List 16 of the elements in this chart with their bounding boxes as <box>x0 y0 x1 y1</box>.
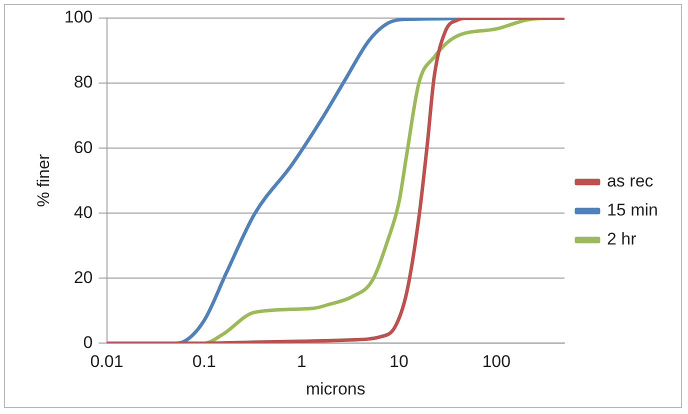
legend-label: 2 hr <box>606 230 637 249</box>
x-tick-label: 0.1 <box>192 352 216 372</box>
y-tick-label: 60 <box>74 138 93 157</box>
legend-label: as rec <box>606 172 654 191</box>
y-tick-label: 80 <box>74 72 93 92</box>
y-tick-label: 20 <box>74 268 93 287</box>
y-axis-title: % finer <box>34 154 53 208</box>
legend-label: 15 min <box>606 200 658 220</box>
x-tick-label: 0.01 <box>90 352 124 372</box>
x-tick-label: 10 <box>390 352 408 372</box>
y-tick-label: 40 <box>74 202 93 222</box>
x-tick-label: 1 <box>296 352 306 372</box>
y-tick-label: 0 <box>83 332 93 352</box>
y-tick-label: 100 <box>64 8 93 27</box>
x-tick-label: 100 <box>482 352 511 372</box>
x-axis-title: microns <box>306 379 366 398</box>
